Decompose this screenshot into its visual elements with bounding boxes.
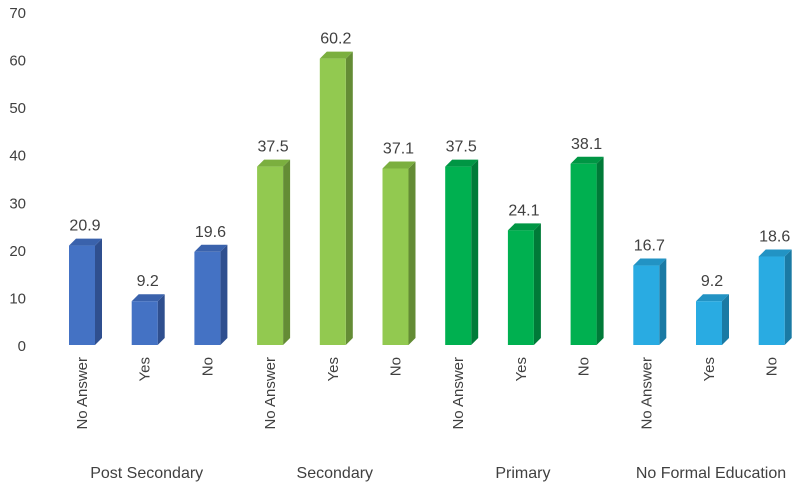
bar-side	[471, 159, 479, 345]
data-label: 37.5	[446, 139, 477, 156]
value-labels: 20.9 9.2 19.6 37.5 60.2 37.1 37.5 24.1 38.1 16.7 9…	[69, 31, 790, 291]
bar-yes	[319, 58, 346, 346]
category-label: Yes	[513, 357, 530, 381]
data-label: 60.2	[320, 31, 351, 48]
bar-top	[194, 244, 228, 252]
bar-top	[633, 258, 667, 266]
bar-side	[596, 156, 604, 345]
bar-no-answer	[633, 265, 660, 345]
bar-top	[696, 294, 729, 302]
bar-side	[283, 159, 291, 345]
bar-side	[408, 161, 416, 345]
data-label: 37.5	[258, 139, 289, 156]
group-label: Post Secondary	[90, 465, 203, 482]
bar-side	[157, 294, 165, 345]
category-label: No Answer	[450, 357, 467, 430]
bar-top	[570, 156, 604, 164]
category-label: Yes	[137, 357, 154, 381]
bar-no	[758, 256, 785, 345]
bar-side	[220, 244, 228, 345]
category-label: No Answer	[74, 357, 91, 430]
y-tick-label: 70	[9, 5, 26, 22]
data-label: 38.1	[571, 136, 602, 153]
y-tick-label: 30	[9, 195, 26, 212]
data-label: 20.9	[69, 218, 100, 235]
category-label: Yes	[701, 357, 718, 381]
data-label: 16.7	[634, 238, 665, 255]
bar-top	[319, 51, 353, 59]
bar-top	[758, 249, 792, 257]
category-label: Yes	[325, 357, 342, 381]
group-label: Secondary	[297, 465, 374, 482]
bar-side	[784, 249, 792, 345]
data-label: 19.6	[195, 224, 226, 241]
data-label: 37.1	[383, 141, 414, 158]
category-label: No	[388, 357, 405, 376]
bar-top	[257, 159, 291, 167]
bar-side	[533, 223, 541, 345]
bars	[69, 51, 792, 346]
bar-top	[507, 223, 541, 231]
data-label: 9.2	[701, 273, 723, 290]
data-label: 24.1	[508, 202, 539, 219]
y-tick-label: 40	[9, 148, 26, 165]
data-label: 9.2	[137, 273, 159, 290]
category-label: No Answer	[262, 357, 279, 430]
bar-no	[194, 251, 221, 345]
bar-yes	[507, 230, 534, 345]
bar-yes	[131, 301, 158, 345]
y-tick-label: 0	[18, 338, 26, 355]
y-axis: 0 10 20 30 40 50 60 70	[9, 5, 26, 355]
category-labels: No Answer Yes No No Answer Yes No No Answer Yes…	[74, 357, 781, 430]
bar-side	[95, 238, 102, 345]
bar-side	[345, 51, 353, 346]
y-tick-label: 60	[9, 53, 26, 70]
bar-side	[659, 258, 667, 345]
category-label: No	[576, 357, 593, 376]
data-label: 18.6	[759, 229, 790, 246]
bar-yes	[696, 301, 722, 345]
bar-no-answer	[257, 166, 284, 345]
category-label: No Answer	[638, 357, 655, 430]
group-label: No Formal Education	[636, 465, 786, 482]
category-label: No	[764, 357, 781, 376]
bar-no	[382, 168, 409, 345]
bar-no-answer	[69, 245, 95, 345]
bar-side	[722, 294, 729, 345]
y-tick-label: 10	[9, 290, 26, 307]
category-label: No	[199, 357, 216, 376]
bar-top	[131, 294, 165, 302]
y-tick-label: 20	[9, 243, 26, 260]
group-label: Primary	[495, 465, 550, 482]
bar-top	[382, 161, 416, 169]
y-tick-label: 50	[9, 100, 26, 117]
bar-top	[69, 238, 102, 246]
bar-no-answer	[445, 166, 472, 345]
group-labels: Post Secondary Secondary Primary No Formal …	[90, 465, 786, 482]
bar-top	[445, 159, 479, 167]
bar-no	[570, 163, 597, 345]
